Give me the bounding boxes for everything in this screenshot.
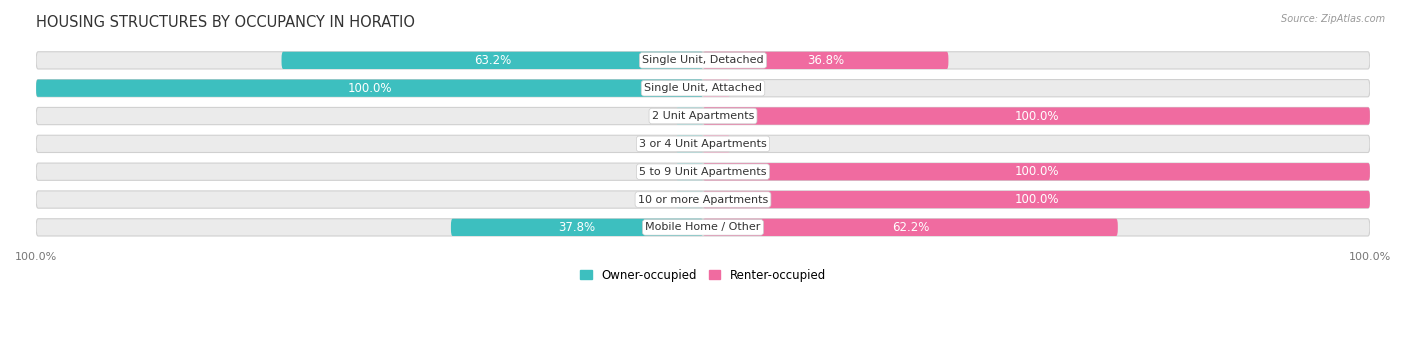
Legend: Owner-occupied, Renter-occupied: Owner-occupied, Renter-occupied <box>575 264 831 286</box>
Text: 63.2%: 63.2% <box>474 54 510 67</box>
FancyBboxPatch shape <box>703 52 949 69</box>
Text: 0.0%: 0.0% <box>664 193 693 206</box>
Text: 100.0%: 100.0% <box>1014 193 1059 206</box>
Text: 100.0%: 100.0% <box>1014 109 1059 122</box>
Text: 5 to 9 Unit Apartments: 5 to 9 Unit Apartments <box>640 167 766 177</box>
FancyBboxPatch shape <box>676 163 703 180</box>
FancyBboxPatch shape <box>703 191 1369 208</box>
Text: 2 Unit Apartments: 2 Unit Apartments <box>652 111 754 121</box>
Text: 0.0%: 0.0% <box>664 137 693 150</box>
FancyBboxPatch shape <box>37 107 1369 125</box>
Text: 36.8%: 36.8% <box>807 54 844 67</box>
FancyBboxPatch shape <box>703 219 1118 236</box>
FancyBboxPatch shape <box>37 79 703 97</box>
Text: 3 or 4 Unit Apartments: 3 or 4 Unit Apartments <box>640 139 766 149</box>
Text: 10 or more Apartments: 10 or more Apartments <box>638 194 768 205</box>
Text: Source: ZipAtlas.com: Source: ZipAtlas.com <box>1281 14 1385 24</box>
FancyBboxPatch shape <box>703 107 1369 125</box>
FancyBboxPatch shape <box>37 191 1369 208</box>
FancyBboxPatch shape <box>37 79 1369 97</box>
FancyBboxPatch shape <box>37 163 1369 180</box>
FancyBboxPatch shape <box>37 135 1369 152</box>
FancyBboxPatch shape <box>703 135 730 152</box>
FancyBboxPatch shape <box>451 219 703 236</box>
FancyBboxPatch shape <box>703 163 1369 180</box>
Text: Single Unit, Detached: Single Unit, Detached <box>643 55 763 65</box>
FancyBboxPatch shape <box>37 219 1369 236</box>
Text: 0.0%: 0.0% <box>664 109 693 122</box>
Text: 62.2%: 62.2% <box>891 221 929 234</box>
Text: Mobile Home / Other: Mobile Home / Other <box>645 222 761 232</box>
FancyBboxPatch shape <box>676 135 703 152</box>
FancyBboxPatch shape <box>676 191 703 208</box>
Text: 0.0%: 0.0% <box>713 82 742 95</box>
Text: 0.0%: 0.0% <box>664 165 693 178</box>
Text: 100.0%: 100.0% <box>1014 165 1059 178</box>
FancyBboxPatch shape <box>37 52 1369 69</box>
Text: 0.0%: 0.0% <box>713 137 742 150</box>
Text: HOUSING STRUCTURES BY OCCUPANCY IN HORATIO: HOUSING STRUCTURES BY OCCUPANCY IN HORAT… <box>37 15 415 30</box>
FancyBboxPatch shape <box>676 107 703 125</box>
Text: 100.0%: 100.0% <box>347 82 392 95</box>
Text: Single Unit, Attached: Single Unit, Attached <box>644 83 762 93</box>
Text: 37.8%: 37.8% <box>558 221 596 234</box>
FancyBboxPatch shape <box>281 52 703 69</box>
FancyBboxPatch shape <box>703 79 730 97</box>
